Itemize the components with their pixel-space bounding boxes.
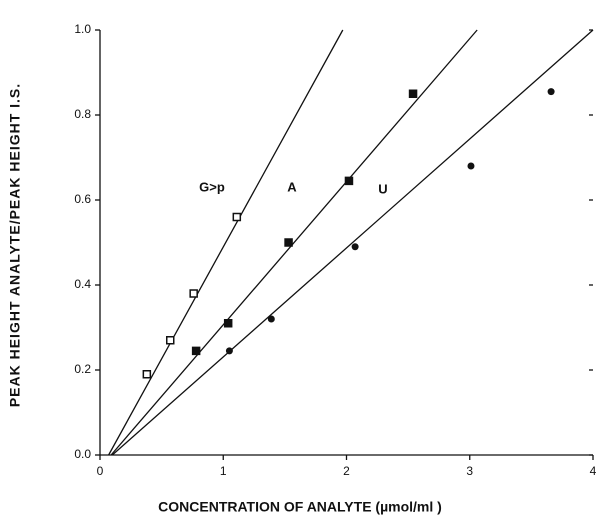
marker xyxy=(223,319,233,328)
marker xyxy=(467,162,475,170)
fit-line xyxy=(108,29,344,456)
marker xyxy=(232,212,242,222)
y-tick-label: 0.8 xyxy=(74,107,91,121)
series-label: U xyxy=(378,181,387,196)
x-tick-label: 3 xyxy=(466,464,473,478)
y-tick-label: 1.0 xyxy=(74,22,91,36)
marker xyxy=(189,289,198,298)
y-tick-label: 0.6 xyxy=(74,192,91,206)
x-tick-label: 2 xyxy=(343,464,350,478)
marker xyxy=(408,89,418,98)
x-tick-label: 4 xyxy=(590,464,597,478)
marker xyxy=(351,243,359,251)
y-tick-label: 0.0 xyxy=(74,447,91,461)
y-tick-label: 0.2 xyxy=(74,362,91,376)
x-tick-label: 0 xyxy=(97,464,104,478)
marker xyxy=(225,347,233,355)
marker xyxy=(547,88,555,96)
fit-line xyxy=(111,29,594,456)
y-tick-label: 0.4 xyxy=(74,277,91,291)
marker xyxy=(142,370,152,379)
marker xyxy=(344,176,354,186)
marker xyxy=(166,336,175,345)
x-tick-label: 1 xyxy=(220,464,227,478)
y-axis-label: PEAK HEIGHT ANALYTE/PEAK HEIGHT I.S. xyxy=(7,83,23,407)
marker xyxy=(267,315,275,323)
series-label: A xyxy=(287,179,297,194)
series-label: G>p xyxy=(199,179,225,194)
x-axis-label: CONCENTRATION OF ANALYTE (µmol/ml ) xyxy=(158,499,442,515)
marker xyxy=(284,238,293,247)
fit-line xyxy=(110,29,478,456)
marker xyxy=(191,346,201,356)
